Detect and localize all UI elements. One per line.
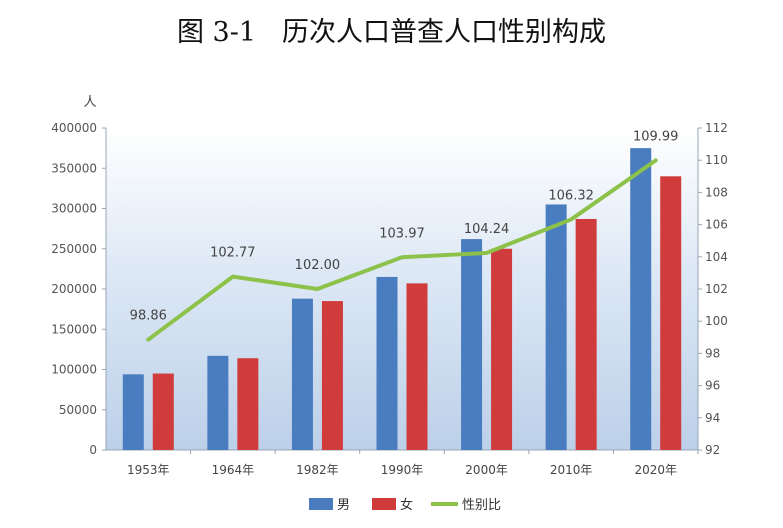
sex-ratio-point: [315, 287, 319, 291]
x-tick-label: 2010年: [550, 463, 593, 477]
data-label: 102.00: [295, 258, 341, 273]
y2-tick-label: 104: [705, 250, 728, 264]
data-label: 109.99: [633, 129, 679, 144]
plot-area: [106, 128, 698, 450]
y2-tick-label: 102: [705, 282, 728, 296]
legend-swatch-female: [372, 498, 396, 510]
bar-female: [152, 373, 174, 450]
y-tick-label: 50000: [59, 403, 97, 417]
y2-tick-label: 112: [705, 121, 728, 135]
y-tick-label: 300000: [51, 202, 97, 216]
y-axis-unit: 人: [83, 95, 96, 110]
sex-ratio-point: [146, 338, 150, 342]
sex-ratio-point: [231, 275, 235, 279]
y2-tick-label: 100: [705, 314, 728, 328]
y2-tick-label: 98: [705, 346, 720, 360]
figure-title: 历次人口普查人口性别构成: [282, 17, 607, 48]
y-tick-label: 100000: [51, 363, 97, 377]
bar-female: [575, 218, 597, 450]
legend-label-female: 女: [400, 497, 413, 513]
x-tick-label: 1953年: [127, 463, 170, 477]
data-label: 98.86: [130, 309, 167, 324]
y2-tick-label: 94: [705, 411, 720, 425]
chart-title: 图 3-1 历次人口普查人口性别构成: [0, 10, 783, 49]
bar-male: [207, 355, 229, 450]
bar-female: [237, 358, 259, 450]
bar-male: [461, 239, 483, 450]
y2-tick-label: 106: [705, 218, 728, 232]
legend-swatch-male: [309, 498, 333, 510]
sex-ratio-point: [654, 158, 658, 162]
x-tick-label: 1982年: [296, 463, 339, 477]
data-label: 106.32: [548, 188, 594, 203]
bar-male: [376, 276, 398, 450]
y2-tick-label: 108: [705, 185, 728, 199]
figure-number: 图 3-1: [176, 17, 257, 48]
bar-female: [491, 248, 513, 450]
y2-tick-label: 92: [705, 443, 720, 457]
x-tick-label: 1990年: [381, 463, 424, 477]
bar-male: [545, 204, 567, 450]
y-tick-label: 0: [89, 443, 97, 457]
data-label: 103.97: [379, 226, 425, 241]
bar-female: [406, 283, 428, 450]
y-tick-label: 400000: [51, 121, 97, 135]
y-tick-label: 350000: [51, 161, 97, 175]
bar-female: [321, 301, 343, 450]
y2-tick-label: 110: [705, 153, 728, 167]
x-tick-label: 1964年: [212, 463, 255, 477]
legend-label-ratio: 性别比: [462, 498, 501, 513]
sex-ratio-point: [485, 251, 489, 255]
bar-male: [122, 374, 144, 450]
bar-male: [291, 298, 313, 450]
x-tick-label: 2020年: [634, 463, 677, 477]
legend-label-male: 男: [337, 498, 350, 513]
sex-ratio-point: [400, 255, 404, 259]
data-label: 102.77: [210, 246, 256, 261]
y-tick-label: 150000: [51, 322, 97, 336]
y-tick-label: 250000: [51, 242, 97, 256]
bar-female: [660, 176, 682, 451]
data-label: 104.24: [464, 222, 510, 237]
x-tick-label: 2000年: [465, 463, 508, 477]
sex-ratio-point: [569, 217, 573, 221]
y-tick-label: 200000: [51, 282, 97, 296]
y2-tick-label: 96: [705, 379, 720, 393]
bar-male: [630, 148, 652, 450]
